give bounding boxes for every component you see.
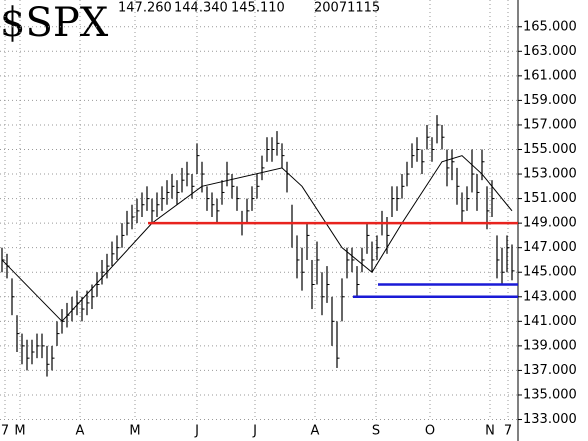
y-tick-label: 147.000 bbox=[523, 240, 577, 255]
y-tick-label: 165.000 bbox=[523, 19, 577, 34]
header-close: 145.110 bbox=[231, 1, 285, 16]
x-tick-label: J bbox=[194, 424, 199, 439]
chart-title: $SPX bbox=[0, 0, 109, 46]
x-tick-label: N bbox=[485, 424, 495, 439]
x-tick-label: A bbox=[76, 424, 85, 439]
header-date: 20071115 bbox=[314, 1, 380, 16]
x-tick-label: J bbox=[252, 424, 257, 439]
y-tick-label: 137.000 bbox=[523, 363, 577, 378]
header-high: 147.260 bbox=[118, 1, 172, 16]
y-tick-label: 163.000 bbox=[523, 44, 577, 59]
y-tick-label: 141.000 bbox=[523, 314, 577, 329]
y-tick-label: 153.000 bbox=[523, 167, 577, 182]
y-tick-label: 135.000 bbox=[523, 387, 577, 402]
y-tick-label: 149.000 bbox=[523, 216, 577, 231]
x-tick-label: 7 bbox=[504, 424, 512, 439]
x-tick-label: A bbox=[311, 424, 320, 439]
header-low: 144.340 bbox=[174, 1, 228, 16]
y-tick-label: 139.000 bbox=[523, 338, 577, 353]
y-tick-label: 161.000 bbox=[523, 68, 577, 83]
y-tick-label: 157.000 bbox=[523, 117, 577, 132]
x-tick-label: S bbox=[372, 424, 380, 439]
x-tick-label: M bbox=[14, 424, 25, 439]
y-tick-label: 155.000 bbox=[523, 142, 577, 157]
y-tick-label: 151.000 bbox=[523, 191, 577, 206]
y-tick-label: 145.000 bbox=[523, 265, 577, 280]
x-tick-label: 7 bbox=[1, 424, 9, 439]
y-tick-label: 159.000 bbox=[523, 93, 577, 108]
x-tick-label: O bbox=[425, 424, 435, 439]
y-tick-label: 143.000 bbox=[523, 289, 577, 304]
y-tick-label: 133.000 bbox=[523, 412, 577, 427]
x-tick-label: M bbox=[129, 424, 140, 439]
